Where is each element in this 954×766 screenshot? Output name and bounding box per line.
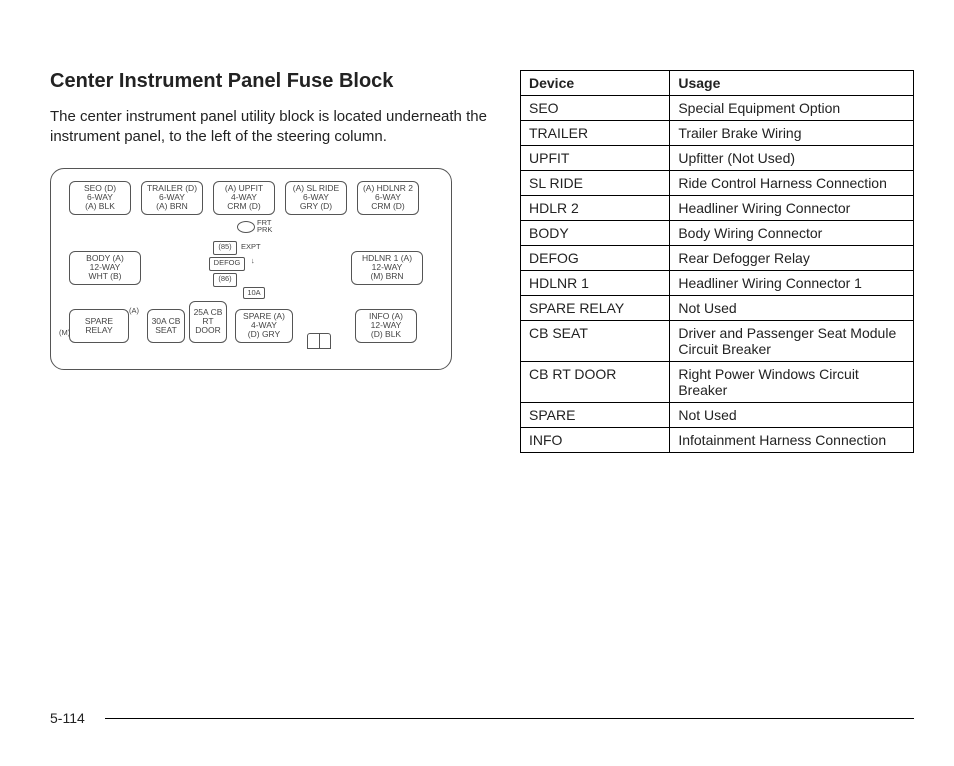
fuse-block-diagram: SEO (D) 6-WAY (A) BLK TRAILER (D) 6-WAY …: [50, 168, 452, 370]
slot-label: CRM (D): [216, 202, 272, 211]
slot-seo: SEO (D) 6-WAY (A) BLK: [69, 181, 131, 215]
slot-label: (D) GRY: [238, 330, 290, 339]
cell-usage: Right Power Windows Circuit Breaker: [670, 362, 914, 403]
table-row: CB RT DOORRight Power Windows Circuit Br…: [521, 362, 914, 403]
page-footer: 5-114: [50, 710, 914, 726]
cell-usage: Special Equipment Option: [670, 96, 914, 121]
cell-usage: Trailer Brake Wiring: [670, 121, 914, 146]
cell-usage: Rear Defogger Relay: [670, 246, 914, 271]
cell-device: HDLR 2: [521, 196, 670, 221]
table-row: HDLR 2Headliner Wiring Connector: [521, 196, 914, 221]
slot-label: (A) BLK: [72, 202, 128, 211]
cell-usage: Ride Control Harness Connection: [670, 171, 914, 196]
slot-label: GRY (D): [288, 202, 344, 211]
cell-device: DEFOG: [521, 246, 670, 271]
cell-device: CB RT DOOR: [521, 362, 670, 403]
cell-usage: Body Wiring Connector: [670, 221, 914, 246]
table-row: TRAILERTrailer Brake Wiring: [521, 121, 914, 146]
table-row: BODYBody Wiring Connector: [521, 221, 914, 246]
table-row: HDLNR 1Headliner Wiring Connector 1: [521, 271, 914, 296]
slot-label: SEAT: [150, 326, 182, 335]
cell-usage: Driver and Passenger Seat Module Circuit…: [670, 321, 914, 362]
cell-device: UPFIT: [521, 146, 670, 171]
slot-label: RELAY: [72, 326, 126, 335]
label-expt: EXPT: [241, 243, 261, 251]
slot-label: WHT (B): [72, 272, 138, 281]
cell-usage: Headliner Wiring Connector: [670, 196, 914, 221]
cell-device: SPARE RELAY: [521, 296, 670, 321]
page-title: Center Instrument Panel Fuse Block: [50, 70, 490, 93]
arrow-down-icon: ↓: [251, 257, 255, 265]
cell-device: HDLNR 1: [521, 271, 670, 296]
box-defog: DEFOG: [209, 257, 245, 271]
slot-spare-relay: SPARE RELAY: [69, 309, 129, 343]
table-row: SPARE RELAYNot Used: [521, 296, 914, 321]
table-row: SPARENot Used: [521, 403, 914, 428]
slot-label: (M) BRN: [354, 272, 420, 281]
slot-upfit: (A) UPFIT 4-WAY CRM (D): [213, 181, 275, 215]
slot-cb-rt-door: 25A CB RT DOOR: [189, 301, 227, 343]
cell-device: SL RIDE: [521, 171, 670, 196]
cell-device: INFO: [521, 428, 670, 453]
box-86: (86): [213, 273, 237, 287]
fuse-usage-table: Device Usage SEOSpecial Equipment Option…: [520, 70, 914, 453]
box-85: (85): [213, 241, 237, 255]
body-text: The center instrument panel utility bloc…: [50, 107, 490, 148]
right-column: Device Usage SEOSpecial Equipment Option…: [520, 70, 914, 453]
label-frt-prk: FRT PRK: [257, 219, 272, 235]
cell-usage: Headliner Wiring Connector 1: [670, 271, 914, 296]
slot-spare: SPARE (A) 4-WAY (D) GRY: [235, 309, 293, 343]
tag-m: (M): [59, 329, 70, 337]
cell-device: TRAILER: [521, 121, 670, 146]
footer-rule: [105, 718, 914, 719]
cell-usage: Upfitter (Not Used): [670, 146, 914, 171]
table-row: SL RIDERide Control Harness Connection: [521, 171, 914, 196]
table-row: INFOInfotainment Harness Connection: [521, 428, 914, 453]
cell-device: SPARE: [521, 403, 670, 428]
cell-usage: Infotainment Harness Connection: [670, 428, 914, 453]
slot-hdlnr1: HDLNR 1 (A) 12-WAY (M) BRN: [351, 251, 423, 285]
slot-trailer: TRAILER (D) 6-WAY (A) BRN: [141, 181, 203, 215]
table-header-row: Device Usage: [521, 71, 914, 96]
slot-label: (A) BRN: [144, 202, 200, 211]
table-row: CB SEATDriver and Passenger Seat Module …: [521, 321, 914, 362]
table-row: UPFITUpfitter (Not Used): [521, 146, 914, 171]
th-device: Device: [521, 71, 670, 96]
slot-label: (D) BLK: [358, 330, 414, 339]
left-column: Center Instrument Panel Fuse Block The c…: [50, 70, 490, 453]
slot-info: INFO (A) 12-WAY (D) BLK: [355, 309, 417, 343]
slot-sl-ride: (A) SL RIDE 6-WAY GRY (D): [285, 181, 347, 215]
table-row: DEFOGRear Defogger Relay: [521, 246, 914, 271]
table-row: SEOSpecial Equipment Option: [521, 96, 914, 121]
slot-label: DOOR: [192, 326, 224, 335]
book-icon: [307, 333, 331, 349]
slot-label: CRM (D): [360, 202, 416, 211]
slot-hdlnr2: (A) HDLNR 2 6-WAY CRM (D): [357, 181, 419, 215]
cell-device: CB SEAT: [521, 321, 670, 362]
slot-cb-seat: 30A CB SEAT: [147, 309, 185, 343]
cell-usage: Not Used: [670, 403, 914, 428]
cell-device: SEO: [521, 96, 670, 121]
slot-body: BODY (A) 12-WAY WHT (B): [69, 251, 141, 285]
page: Center Instrument Panel Fuse Block The c…: [0, 0, 954, 766]
cell-usage: Not Used: [670, 296, 914, 321]
oval-icon: [237, 221, 255, 233]
box-10a: 10A: [243, 287, 265, 299]
tag-a: (A): [129, 307, 139, 315]
cell-device: BODY: [521, 221, 670, 246]
th-usage: Usage: [670, 71, 914, 96]
columns: Center Instrument Panel Fuse Block The c…: [50, 70, 914, 453]
page-number: 5-114: [50, 710, 85, 726]
